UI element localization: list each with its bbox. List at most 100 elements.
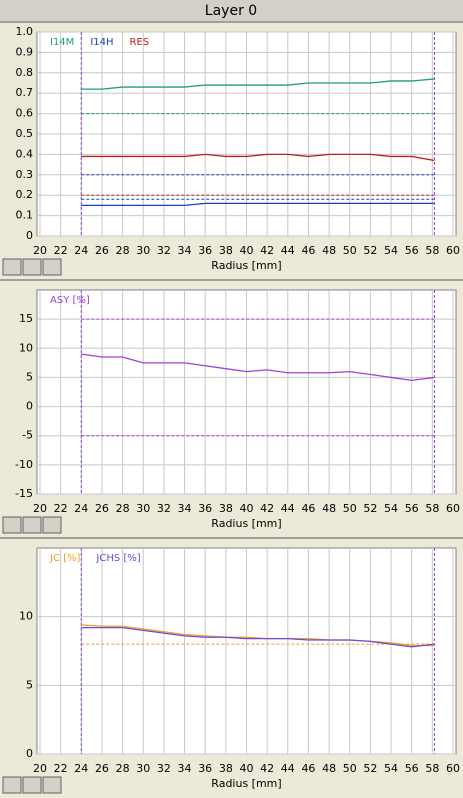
- x-axis-label: Radius [mm]: [211, 777, 281, 790]
- y-tick-label: 0.9: [16, 45, 34, 58]
- y-tick-label: 0.1: [16, 209, 34, 222]
- toolbar-button[interactable]: [42, 258, 62, 276]
- toolbar-button[interactable]: [2, 516, 22, 534]
- title-bar: [0, 0, 463, 22]
- y-tick-label: 0: [26, 400, 33, 413]
- x-tick-label: 42: [260, 762, 274, 775]
- x-tick-label: 32: [157, 502, 171, 515]
- y-tick-label: 1.0: [16, 25, 34, 38]
- x-tick-label: 58: [425, 244, 439, 257]
- y-tick-label: 0: [26, 747, 33, 760]
- panel-separator: [0, 279, 463, 281]
- series-line: [81, 153, 435, 162]
- x-tick-label: 52: [363, 244, 377, 257]
- x-tick-label: 48: [322, 244, 336, 257]
- x-tick-label: 20: [33, 244, 47, 257]
- panel-separator: [0, 21, 463, 23]
- y-tick-label: 0.6: [16, 107, 34, 120]
- legend-entry: I14M: [50, 37, 74, 48]
- x-tick-label: 44: [281, 762, 295, 775]
- x-tick-label: 38: [219, 762, 233, 775]
- x-tick-label: 24: [74, 502, 88, 515]
- x-tick-label: 26: [95, 762, 109, 775]
- x-tick-label: 56: [405, 762, 419, 775]
- x-tick-label: 46: [301, 502, 315, 515]
- y-tick-label: 0.4: [16, 147, 34, 160]
- x-tick-label: 26: [95, 502, 109, 515]
- series-line: [81, 627, 435, 648]
- x-tick-label: 22: [54, 244, 68, 257]
- x-tick-label: 34: [178, 762, 192, 775]
- x-tick-label: 20: [33, 502, 47, 515]
- y-tick-label: 0.7: [16, 86, 34, 99]
- toolbar-button[interactable]: [22, 516, 42, 534]
- x-tick-label: 36: [198, 244, 212, 257]
- y-tick-label: 0.2: [16, 188, 34, 201]
- toolbar-button[interactable]: [2, 258, 22, 276]
- y-tick-label: 0.8: [16, 66, 34, 79]
- x-tick-label: 34: [178, 244, 192, 257]
- x-tick-label: 56: [405, 244, 419, 257]
- y-tick-label: 10: [19, 341, 33, 354]
- x-tick-label: 28: [116, 244, 130, 257]
- x-tick-label: 54: [384, 762, 398, 775]
- x-tick-label: 22: [54, 762, 68, 775]
- x-tick-label: 50: [343, 762, 357, 775]
- legend-entry: RES: [130, 37, 150, 48]
- x-tick-label: 40: [240, 762, 254, 775]
- x-tick-label: 46: [301, 244, 315, 257]
- x-tick-label: 28: [116, 502, 130, 515]
- toolbar-button[interactable]: [2, 776, 22, 794]
- x-tick-label: 24: [74, 762, 88, 775]
- x-tick-label: 54: [384, 502, 398, 515]
- y-tick-label: 15: [19, 312, 33, 325]
- x-tick-label: 42: [260, 502, 274, 515]
- x-axis-label: Radius [mm]: [211, 517, 281, 530]
- x-tick-label: 54: [384, 244, 398, 257]
- x-tick-label: 26: [95, 244, 109, 257]
- x-tick-label: 38: [219, 502, 233, 515]
- legend-entry: JCHS [%]: [95, 553, 140, 564]
- y-tick-label: 10: [19, 610, 33, 623]
- y-tick-label: 0.5: [16, 127, 34, 140]
- series-line: [81, 202, 435, 207]
- y-tick-label: 0: [26, 229, 33, 242]
- y-tick-label: 5: [26, 370, 33, 383]
- y-tick-label: -10: [15, 458, 33, 471]
- series-line: [81, 78, 435, 90]
- x-tick-label: 22: [54, 502, 68, 515]
- x-tick-label: 24: [74, 244, 88, 257]
- x-tick-label: 50: [343, 502, 357, 515]
- legend-entry: I14H: [90, 37, 113, 48]
- x-tick-label: 32: [157, 762, 171, 775]
- x-tick-label: 34: [178, 502, 192, 515]
- x-tick-label: 46: [301, 762, 315, 775]
- x-tick-label: 38: [219, 244, 233, 257]
- y-tick-label: 5: [26, 678, 33, 691]
- x-tick-label: 32: [157, 244, 171, 257]
- x-tick-label: 48: [322, 502, 336, 515]
- series-line: [81, 353, 435, 381]
- x-tick-label: 44: [281, 244, 295, 257]
- x-tick-label: 58: [425, 502, 439, 515]
- y-tick-label: -15: [15, 487, 33, 500]
- x-tick-label: 30: [136, 762, 150, 775]
- toolbar-button[interactable]: [22, 776, 42, 794]
- y-tick-label: -5: [22, 429, 33, 442]
- x-tick-label: 50: [343, 244, 357, 257]
- toolbar-button[interactable]: [42, 516, 62, 534]
- toolbar-button[interactable]: [42, 776, 62, 794]
- x-tick-label: 42: [260, 244, 274, 257]
- y-tick-label: 0.3: [16, 168, 34, 181]
- panel-separator: [0, 537, 463, 539]
- x-tick-label: 52: [363, 762, 377, 775]
- x-tick-label: 60: [446, 244, 460, 257]
- x-tick-label: 40: [240, 244, 254, 257]
- x-tick-label: 58: [425, 762, 439, 775]
- toolbar-button[interactable]: [22, 258, 42, 276]
- x-axis-label: Radius [mm]: [211, 259, 281, 272]
- x-tick-label: 30: [136, 502, 150, 515]
- legend-entry: ASY [%]: [50, 295, 90, 306]
